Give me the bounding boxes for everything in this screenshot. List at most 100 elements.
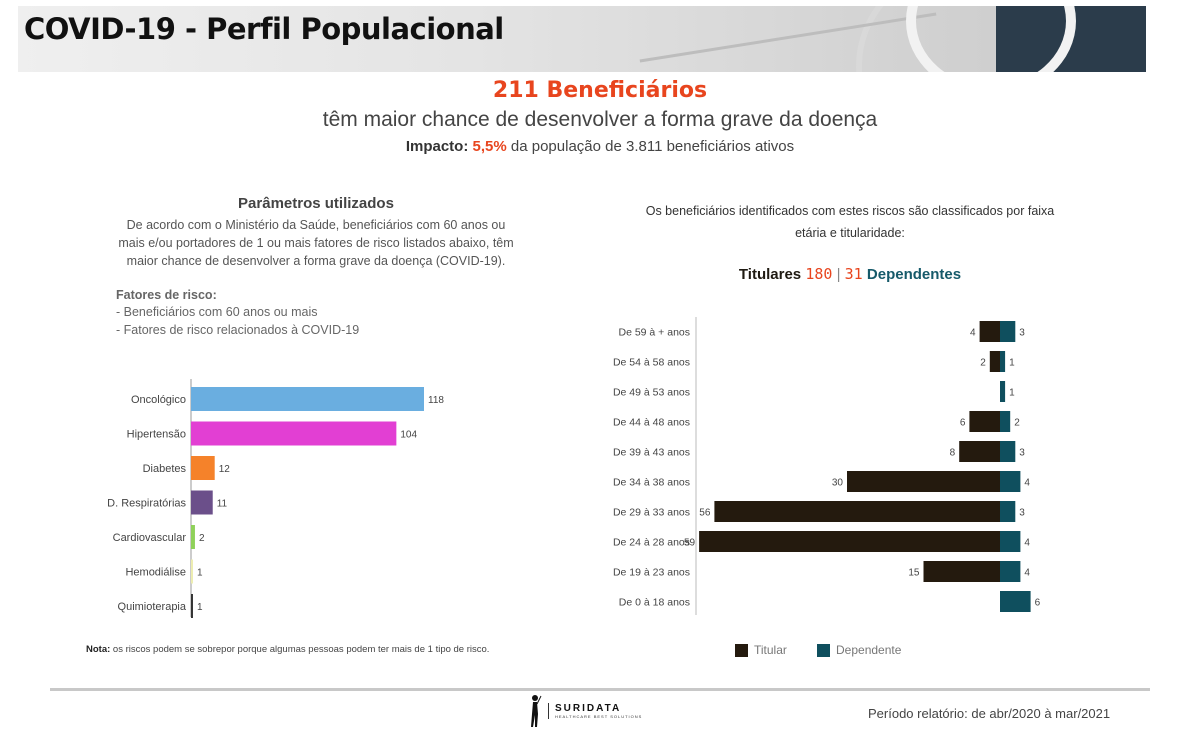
titular-value-label: 30 bbox=[832, 478, 844, 489]
risk-category-label: D. Respiratórias bbox=[107, 498, 186, 510]
dependente-value-label: 2 bbox=[1014, 418, 1020, 429]
dependente-value-label: 4 bbox=[1024, 478, 1030, 489]
dependente-value-label: 3 bbox=[1019, 328, 1025, 339]
beneficiary-count: 211 Beneficiários bbox=[492, 78, 708, 103]
risk-factor-item: - Beneficiários com 60 anos ou mais bbox=[116, 305, 318, 319]
dependente-value-label: 1 bbox=[1009, 358, 1015, 369]
titular-bar bbox=[923, 561, 1000, 582]
titular-dependent-counts: Titulares 180 | 31 Dependentes bbox=[640, 265, 1060, 283]
titular-value-label: 8 bbox=[950, 448, 956, 459]
dependente-value-label: 1 bbox=[1009, 388, 1015, 399]
dependente-bar bbox=[1000, 351, 1006, 372]
titular-bar bbox=[699, 531, 1000, 552]
counts-separator: | bbox=[836, 266, 841, 283]
risk-bar bbox=[191, 559, 193, 584]
risk-value-label: 2 bbox=[199, 533, 205, 544]
titular-bar bbox=[969, 411, 1000, 432]
footnote: Nota: os riscos podem se sobrepor porque… bbox=[86, 644, 489, 655]
footnote-text: os riscos podem se sobrepor porque algum… bbox=[112, 644, 490, 655]
titular-bar bbox=[847, 471, 1000, 492]
age-description: Os beneficiários identificados com estes… bbox=[645, 204, 1055, 240]
age-category-label: De 54 à 58 anos bbox=[613, 357, 690, 369]
age-category-label: De 34 à 38 anos bbox=[613, 477, 690, 489]
titulares-count: 180 bbox=[805, 265, 833, 283]
risk-value-label: 104 bbox=[400, 430, 417, 441]
risk-category-label: Diabetes bbox=[143, 463, 187, 475]
impact-text: da população de 3.811 beneficiários ativ… bbox=[510, 138, 795, 155]
age-category-label: De 44 à 48 anos bbox=[613, 417, 690, 429]
titular-value-label: 6 bbox=[960, 418, 966, 429]
dependente-bar bbox=[1000, 411, 1011, 432]
brand-tagline: HEALTHCARE BEST SOLUTIONS bbox=[555, 714, 643, 719]
titular-bar bbox=[714, 501, 1000, 522]
titular-value-label: 59 bbox=[684, 538, 696, 549]
risk-value-label: 11 bbox=[217, 499, 228, 510]
age-category-label: De 24 à 28 anos bbox=[613, 537, 690, 549]
impact-label: Impacto: bbox=[405, 138, 469, 155]
page-title: COVID-19 - Perfil Populacional bbox=[24, 12, 504, 46]
risk-category-label: Hemodiálise bbox=[125, 567, 186, 579]
age-category-label: De 29 à 33 anos bbox=[613, 507, 690, 519]
risk-bar bbox=[191, 387, 424, 411]
risk-bar bbox=[191, 525, 195, 549]
dependente-value-label: 6 bbox=[1035, 598, 1041, 609]
legend-label: Dependente bbox=[836, 643, 902, 657]
headline-subtitle: têm maior chance de desenvolver a forma … bbox=[322, 108, 878, 131]
dependente-bar bbox=[1000, 381, 1006, 402]
dependente-bar bbox=[1000, 561, 1021, 582]
params-title: Parâmetros utilizados bbox=[238, 195, 394, 212]
dependente-swatch bbox=[817, 643, 830, 657]
brand-name: SURIDATA bbox=[555, 703, 622, 714]
dependente-bar bbox=[1000, 531, 1021, 552]
risk-factor-item: - Fatores de risco relacionados à COVID-… bbox=[116, 323, 360, 337]
age-group-chart: De 59 à + anos 4 3 De 54 à 58 anos 2 1 De 49 à… bbox=[613, 317, 1041, 615]
dependentes-count: 31 bbox=[844, 265, 863, 283]
dependente-bar bbox=[1000, 501, 1016, 522]
stethoscope-icon bbox=[906, 6, 1076, 72]
dependente-bar bbox=[1000, 591, 1031, 612]
titular-swatch bbox=[735, 643, 748, 657]
age-category-label: De 19 à 23 anos bbox=[613, 567, 690, 579]
dependente-value-label: 3 bbox=[1019, 508, 1025, 519]
legend-label: Titular bbox=[754, 643, 787, 657]
risk-factors-title: Fatores de risco: bbox=[116, 288, 217, 302]
titular-value-label: 2 bbox=[980, 358, 986, 369]
risk-bar bbox=[191, 456, 215, 480]
dependente-bar bbox=[1000, 321, 1016, 342]
footnote-label: Nota: bbox=[86, 644, 111, 655]
risk-bar bbox=[191, 490, 213, 515]
risk-category-label: Oncológico bbox=[131, 394, 186, 406]
dependente-value-label: 4 bbox=[1024, 538, 1030, 549]
suridata-logo: SURIDATA HEALTHCARE BEST SOLUTIONS bbox=[528, 694, 642, 728]
titulares-label: Titulares bbox=[738, 266, 802, 283]
impact-line: Impacto: 5,5% da população de 3.811 bene… bbox=[0, 138, 1200, 155]
age-category-label: De 49 à 53 anos bbox=[613, 387, 690, 399]
risk-value-label: 118 bbox=[428, 395, 444, 406]
dependente-value-label: 3 bbox=[1019, 448, 1025, 459]
legend-item-dependente: Dependente bbox=[817, 643, 901, 657]
titular-bar bbox=[979, 321, 1000, 342]
risk-value-label: 12 bbox=[219, 464, 231, 475]
risk-bar bbox=[191, 594, 193, 618]
footer-divider bbox=[50, 688, 1150, 691]
report-period: Período relatório: de abr/2020 à mar/202… bbox=[868, 706, 1111, 721]
titular-value-label: 56 bbox=[699, 508, 711, 519]
age-category-label: De 0 à 18 anos bbox=[619, 597, 690, 609]
dependente-bar bbox=[1000, 441, 1016, 462]
risk-category-label: Cardiovascular bbox=[113, 532, 187, 544]
risk-category-label: Hipertensão bbox=[127, 429, 186, 441]
titular-bar bbox=[989, 351, 1000, 372]
risk-value-label: 1 bbox=[197, 568, 203, 579]
impact-percent: 5,5% bbox=[472, 138, 507, 155]
dependentes-label: Dependentes bbox=[866, 266, 962, 283]
header-banner bbox=[18, 6, 1146, 72]
dependente-bar bbox=[1000, 471, 1021, 492]
legend-item-titular: Titular bbox=[735, 643, 787, 657]
params-text: De acordo com o Ministério da Saúde, ben… bbox=[118, 218, 514, 268]
age-category-label: De 39 à 43 anos bbox=[613, 447, 690, 459]
titular-value-label: 15 bbox=[908, 568, 920, 579]
golfer-icon bbox=[531, 695, 542, 727]
risk-value-label: 1 bbox=[197, 602, 203, 613]
titular-value-label: 4 bbox=[970, 328, 976, 339]
